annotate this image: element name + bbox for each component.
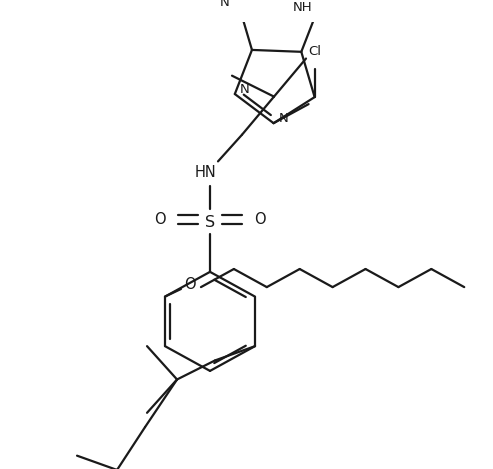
Text: NH: NH [293,1,312,14]
Text: N: N [220,0,229,9]
Text: O: O [154,212,166,227]
Text: O: O [184,277,196,292]
Text: Cl: Cl [308,45,321,58]
Text: HN: HN [195,165,217,180]
Text: S: S [205,215,215,230]
Text: N: N [240,83,249,96]
Text: N: N [279,112,288,125]
Text: O: O [254,212,266,227]
